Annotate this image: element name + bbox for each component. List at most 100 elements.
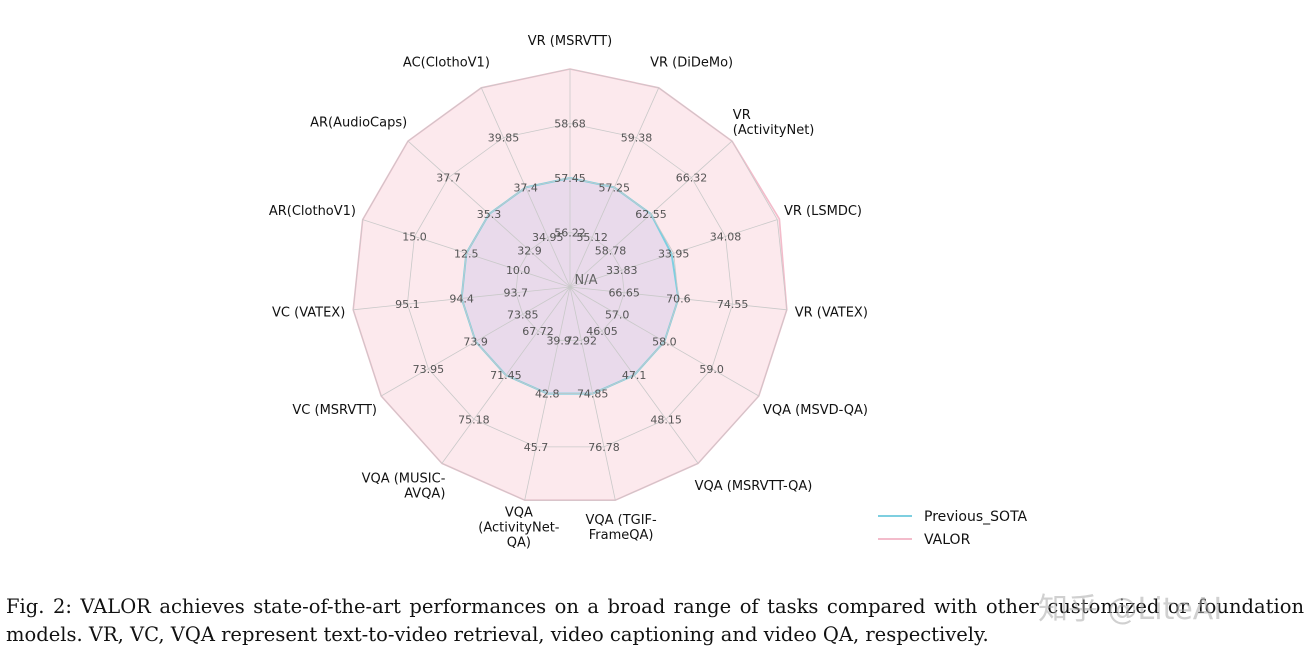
axis-label-line: AR(ClothoV1) xyxy=(269,204,356,219)
tick-label: 67.72 xyxy=(522,325,554,338)
tick-label: 74.85 xyxy=(577,388,609,401)
tick-label: 55.12 xyxy=(576,231,608,244)
axis-label: VR (VATEX) xyxy=(795,306,868,321)
axis-label-line: FrameQA) xyxy=(589,528,654,543)
grid-spoke-14 xyxy=(407,140,571,288)
tick-label: 42.8 xyxy=(535,388,560,401)
axis-label-line: (ActivityNet- xyxy=(478,521,560,536)
tick-label: 57.45 xyxy=(554,172,586,185)
grid-spoke-8 xyxy=(569,286,616,501)
tick-label: 70.6 xyxy=(666,292,691,305)
axis-label-line: AC(ClothoV1) xyxy=(403,55,490,70)
grid-spoke-5 xyxy=(569,286,787,311)
tick-label: 76.78 xyxy=(588,441,620,454)
axis-label-line: VQA (MSVD-QA) xyxy=(763,403,868,418)
axis-label-line: VQA xyxy=(505,506,533,521)
axis-label: VR (LSMDC) xyxy=(784,204,862,219)
tick-label: 71.45 xyxy=(490,369,522,382)
axis-label-line: VR xyxy=(733,108,751,123)
tick-label: 10.0 xyxy=(506,264,531,277)
axis-label: AC(ClothoV1) xyxy=(403,55,490,70)
tick-label: 15.0 xyxy=(402,231,427,244)
grid-spoke-13 xyxy=(362,219,571,288)
tick-label: 73.95 xyxy=(413,363,445,376)
grid-spoke-2 xyxy=(569,87,660,288)
tick-label: 73.85 xyxy=(507,308,539,321)
grid-ring-4 xyxy=(352,68,788,501)
axis-label: AR(AudioCaps) xyxy=(310,115,407,130)
grid-spoke-12 xyxy=(353,286,571,311)
axis-label-line: VC (MSRVTT) xyxy=(292,403,377,418)
tick-label: 39.9 xyxy=(546,334,571,347)
axis-label-line: VR (MSRVTT) xyxy=(528,34,613,49)
tick-label: 35.3 xyxy=(477,208,502,221)
axis-label-line: AR(AudioCaps) xyxy=(310,115,407,130)
tick-label: 45.7 xyxy=(524,441,549,454)
grid-spoke-6 xyxy=(569,286,759,397)
figure-caption: Fig. 2: VALOR achieves state-of-the-art … xyxy=(6,595,1304,646)
tick-label: 48.15 xyxy=(650,413,682,426)
tick-label: 39.85 xyxy=(488,132,520,145)
axis-label-line: AVQA) xyxy=(404,487,445,502)
radar-plot-area: 56.22 57.45 58.68 55.12 57.25 59.38 58.78 62.55… xyxy=(269,34,868,551)
grid-spoke-10 xyxy=(441,286,571,464)
grid-ring-3 xyxy=(406,123,734,448)
tick-label: 59.0 xyxy=(699,363,724,376)
legend: Previous_SOTA VALOR xyxy=(878,509,1028,548)
grid-spoke-15 xyxy=(480,87,571,288)
grid-spoke-9 xyxy=(524,286,571,501)
axis-label-line: VR (DiDeMo) xyxy=(650,55,733,70)
tick-label: 59.38 xyxy=(621,132,653,145)
tick-label: 58.68 xyxy=(554,118,586,131)
tick-label: 94.4 xyxy=(449,292,474,305)
tick-label: 74.55 xyxy=(717,298,749,311)
tick-label: 12.5 xyxy=(454,247,479,260)
tick-label: 33.95 xyxy=(658,247,690,260)
axis-label-line: QA) xyxy=(507,536,531,551)
axis-label: VQA (ActivityNet-QA) xyxy=(478,506,560,551)
axis-label: AR(ClothoV1) xyxy=(269,204,356,219)
tick-label: 58.78 xyxy=(595,245,627,258)
axis-label-line: VQA (MSRVTT-QA) xyxy=(695,479,813,494)
tick-label: 95.1 xyxy=(395,298,420,311)
axis-label-line: VQA (TGIF- xyxy=(585,513,657,528)
tick-label: 34.08 xyxy=(710,231,742,244)
tick-label: 73.9 xyxy=(463,336,488,349)
tick-label: 47.1 xyxy=(622,369,647,382)
tick-label: 37.7 xyxy=(436,172,461,185)
tick-label: 72.92 xyxy=(566,334,598,347)
tick-label: 34.95 xyxy=(532,231,564,244)
tick-label: 57.0 xyxy=(605,308,630,321)
radar-chart: 56.22 57.45 58.68 55.12 57.25 59.38 58.78 62.55… xyxy=(269,34,1028,551)
tick-label: 57.25 xyxy=(599,181,631,194)
axis-label-line: VC (VATEX) xyxy=(272,306,345,321)
axis-label: VR (MSRVTT) xyxy=(528,34,613,49)
axis-label: VC (MSRVTT) xyxy=(292,403,377,418)
axis-label-line: VR (VATEX) xyxy=(795,306,868,321)
grid-ring-2 xyxy=(461,177,679,395)
legend-entry: VALOR xyxy=(924,532,971,548)
axis-label-line: VQA (MUSIC- xyxy=(362,472,446,487)
axis-label: VQA (MSVD-QA) xyxy=(763,403,868,418)
tick-label: 33.83 xyxy=(606,264,638,277)
tick-label: 66.65 xyxy=(608,287,640,300)
axis-label: VQA (MUSIC-AVQA) xyxy=(362,472,446,502)
tick-label: 75.18 xyxy=(458,413,490,426)
axis-label-line: VR (LSMDC) xyxy=(784,204,862,219)
grid-spoke-3 xyxy=(569,140,733,288)
grid-spoke-7 xyxy=(569,286,699,464)
axis-label: VC (VATEX) xyxy=(272,306,345,321)
tick-label: 37.4 xyxy=(513,181,538,194)
tick-label: 93.7 xyxy=(504,287,529,300)
axis-label: VR (DiDeMo) xyxy=(650,55,733,70)
grid-ring-1 xyxy=(515,232,625,341)
tick-label: 58.0 xyxy=(652,336,677,349)
tick-label: 66.32 xyxy=(676,172,708,185)
legend-entry: Previous_SOTA xyxy=(924,509,1028,525)
grid-spoke-4 xyxy=(569,219,778,288)
axis-label: VQA (TGIF-FrameQA) xyxy=(585,513,657,543)
center-label: N/A xyxy=(575,273,598,288)
tick-label: 32.9 xyxy=(517,245,542,258)
tick-label: 62.55 xyxy=(635,208,667,221)
tick-label: 56.22 xyxy=(554,227,586,240)
